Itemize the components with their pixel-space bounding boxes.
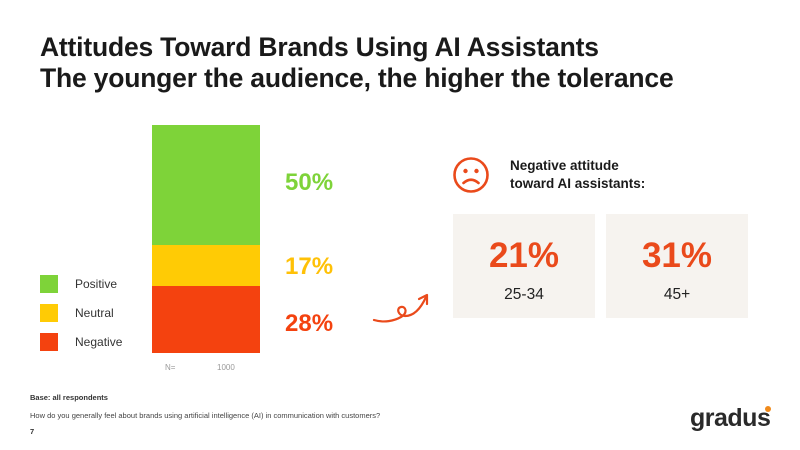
title-line-2: The younger the audience, the higher the…: [40, 63, 674, 93]
bar-segment-negative: [152, 285, 260, 353]
legend-label-neutral: Neutral: [75, 306, 114, 320]
data-label-negative: 28%: [285, 310, 334, 337]
logo-dot: [765, 406, 771, 412]
gradus-logo: gradus: [690, 404, 771, 432]
data-label-neutral: 17%: [285, 253, 334, 280]
bar-segment-neutral: [152, 245, 260, 286]
survey-question: How do you generally feel about brands u…: [30, 411, 381, 420]
negative-heading-line-1: Negative attitude: [510, 158, 619, 173]
stat-card-label: 25-34: [504, 286, 544, 303]
bar-segment-positive: [152, 125, 260, 245]
stat-card-25-34: 21% 25-34: [453, 214, 595, 318]
sad-face-icon: [453, 157, 489, 193]
legend-item-neutral: Neutral: [40, 304, 114, 322]
legend-item-negative: Negative: [40, 333, 122, 351]
legend-swatch-neutral: [40, 304, 58, 322]
stat-card-value: 31%: [641, 236, 713, 275]
legend-label-negative: Negative: [75, 335, 123, 349]
stat-card-label: 45+: [663, 286, 691, 303]
page-title: Attitudes Toward Brands Using AI Assista…: [40, 32, 674, 94]
negative-heading-line-2: toward AI assistants:: [510, 176, 646, 191]
curly-arrow-icon: [372, 293, 429, 323]
data-label-positive: 50%: [285, 169, 334, 196]
n-value: 1000: [217, 363, 235, 372]
base-note: Base: all respondents: [30, 393, 108, 402]
stat-card-45-plus: 31% 45+: [606, 214, 748, 318]
title-line-1: Attitudes Toward Brands Using AI Assista…: [40, 32, 599, 62]
legend-swatch-positive: [40, 275, 58, 293]
n-label: N=: [165, 363, 176, 372]
legend-item-positive: Positive: [40, 275, 117, 293]
stacked-bar: [152, 125, 260, 353]
legend-label-positive: Positive: [75, 277, 118, 291]
page-number: 7: [30, 427, 35, 436]
legend-swatch-negative: [40, 333, 58, 351]
negative-attitude-heading: Negative attitude toward AI assistants:: [510, 157, 645, 193]
stat-card-value: 21%: [488, 236, 560, 275]
